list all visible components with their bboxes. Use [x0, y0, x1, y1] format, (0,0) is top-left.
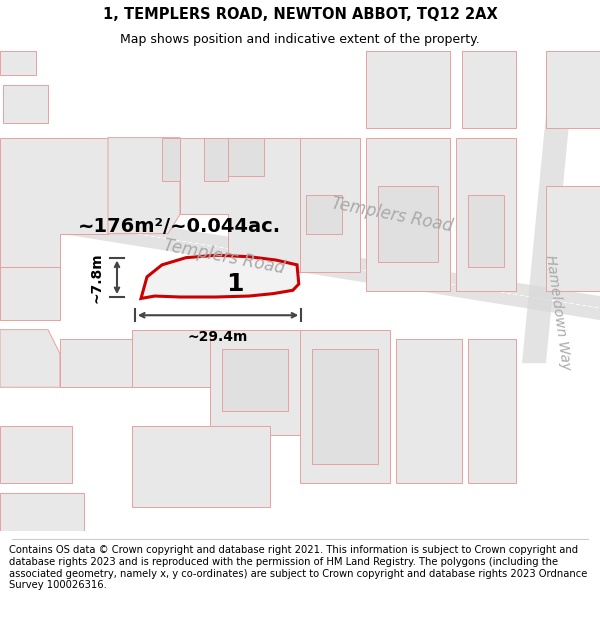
Polygon shape [0, 51, 36, 75]
Text: ~29.4m: ~29.4m [188, 329, 248, 344]
Polygon shape [3, 85, 48, 123]
Polygon shape [0, 329, 60, 388]
Polygon shape [210, 329, 300, 435]
Polygon shape [378, 186, 438, 262]
Polygon shape [546, 51, 600, 128]
Polygon shape [180, 138, 300, 272]
Polygon shape [132, 329, 210, 388]
Polygon shape [108, 138, 180, 234]
Text: ~176m²/~0.044ac.: ~176m²/~0.044ac. [78, 217, 281, 236]
Polygon shape [222, 349, 288, 411]
Polygon shape [468, 195, 504, 268]
Text: Templers Road: Templers Road [162, 236, 286, 278]
Text: 1: 1 [226, 272, 244, 296]
Polygon shape [60, 339, 132, 388]
Text: 1, TEMPLERS ROAD, NEWTON ABBOT, TQ12 2AX: 1, TEMPLERS ROAD, NEWTON ABBOT, TQ12 2AX [103, 7, 497, 22]
Polygon shape [300, 138, 360, 272]
Polygon shape [306, 195, 342, 234]
Text: Contains OS data © Crown copyright and database right 2021. This information is : Contains OS data © Crown copyright and d… [9, 545, 587, 590]
Polygon shape [468, 339, 516, 483]
Polygon shape [204, 138, 228, 181]
Polygon shape [132, 426, 270, 508]
Polygon shape [366, 138, 450, 291]
Polygon shape [546, 186, 600, 291]
Polygon shape [0, 493, 84, 531]
Polygon shape [300, 329, 390, 483]
Polygon shape [0, 200, 600, 320]
Polygon shape [0, 138, 108, 268]
Polygon shape [456, 138, 516, 291]
Polygon shape [141, 255, 299, 299]
Polygon shape [228, 138, 264, 176]
Polygon shape [312, 349, 378, 464]
Polygon shape [0, 268, 60, 320]
Polygon shape [0, 426, 72, 483]
Polygon shape [162, 138, 180, 181]
Text: Templers Road: Templers Road [330, 194, 454, 235]
Text: ~7.8m: ~7.8m [90, 252, 104, 302]
Polygon shape [396, 339, 462, 483]
Polygon shape [366, 51, 450, 128]
Text: Map shows position and indicative extent of the property.: Map shows position and indicative extent… [120, 34, 480, 46]
Polygon shape [522, 51, 576, 363]
Text: Hameldown Way: Hameldown Way [543, 254, 573, 371]
Polygon shape [462, 51, 516, 128]
